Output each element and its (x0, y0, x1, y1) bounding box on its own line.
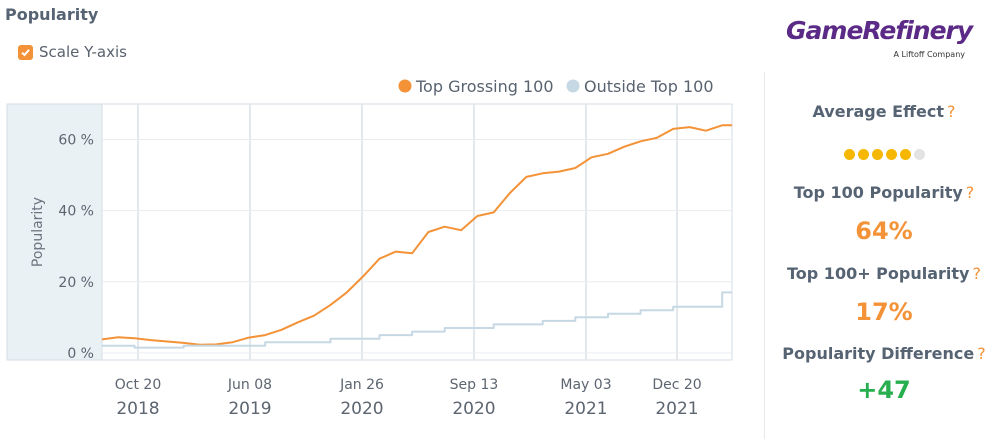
x-tick-label: Jun 08 (227, 377, 272, 393)
y-tick-label: 0 % (67, 346, 94, 362)
y-tick-label: 20 % (58, 275, 94, 291)
series-line (102, 291, 732, 349)
average-effect-label: Average Effect (812, 102, 945, 121)
panel-divider (764, 72, 765, 439)
popularity-chart: Top Grossing 100 Outside Top 100 Oct 20 20… (6, 77, 733, 419)
top100-popularity-label: Top 100 Popularity (793, 183, 963, 202)
gamerefinery-logo: GameRefinery A Liftoff Company (786, 16, 973, 59)
top100-popularity-help-icon[interactable]: ? (965, 183, 975, 202)
logo-wordmark: GameRefinery (786, 16, 973, 45)
top100plus-popularity-label: Top 100+ Popularity (787, 264, 970, 283)
x-tick-year: 2020 (340, 399, 383, 419)
legend-label[interactable]: Outside Top 100 (584, 77, 714, 96)
x-tick-label: May 03 (560, 377, 611, 393)
average-effect-label-row: Average Effect? (768, 102, 1000, 121)
x-tick-label: Dec 20 (652, 377, 701, 393)
x-tick-year: 2021 (655, 399, 698, 419)
rating-dot-filled (843, 149, 855, 160)
legend-label[interactable]: Top Grossing 100 (415, 77, 554, 96)
x-tick-year: 2018 (116, 399, 159, 419)
x-tick-year: 2021 (564, 399, 607, 419)
top100-popularity-value: 64% (855, 217, 913, 245)
popularity-difference-value: +47 (857, 376, 911, 404)
y-axis-label: Popularity (30, 197, 46, 267)
plot-area-left-strip (6, 103, 103, 361)
y-tick-label: 40 % (58, 204, 94, 220)
average-effect-help-icon[interactable]: ? (947, 102, 956, 121)
rating-dot-filled (885, 149, 897, 160)
rating-dot-filled (899, 149, 911, 160)
logo-tagline: A Liftoff Company (893, 50, 965, 59)
y-tick-label: 60 % (58, 133, 94, 149)
average-effect-rating (768, 149, 1000, 160)
x-tick-year: 2019 (228, 399, 271, 419)
top100-popularity-label-row: Top 100 Popularity? (768, 183, 1000, 202)
series-line (101, 124, 732, 346)
top100plus-popularity-value: 17% (855, 298, 913, 326)
rating-dot-empty (913, 149, 925, 160)
x-tick-label: Oct 20 (115, 377, 161, 393)
rating-dot-filled (871, 149, 883, 160)
popularity-difference-label: Popularity Difference (782, 344, 975, 363)
checkbox-checked-icon[interactable] (18, 44, 33, 60)
popularity-difference-label-row: Popularity Difference? (768, 344, 1000, 363)
x-tick-label: Jan 26 (339, 377, 384, 393)
x-tick-label: Sep 13 (450, 377, 499, 393)
scale-y-axis-label: Scale Y-axis (39, 43, 127, 61)
popularity-difference-help-icon[interactable]: ? (977, 344, 986, 363)
legend-marker[interactable] (566, 79, 580, 93)
rating-dot-filled (857, 149, 869, 160)
legend-marker[interactable] (398, 79, 412, 93)
top100plus-popularity-label-row: Top 100+ Popularity? (768, 264, 1000, 283)
page-title: Popularity (5, 5, 99, 24)
x-tick-year: 2020 (452, 399, 495, 419)
scale-y-axis-toggle[interactable]: Scale Y-axis (18, 43, 127, 61)
top100plus-popularity-help-icon[interactable]: ? (972, 264, 981, 283)
